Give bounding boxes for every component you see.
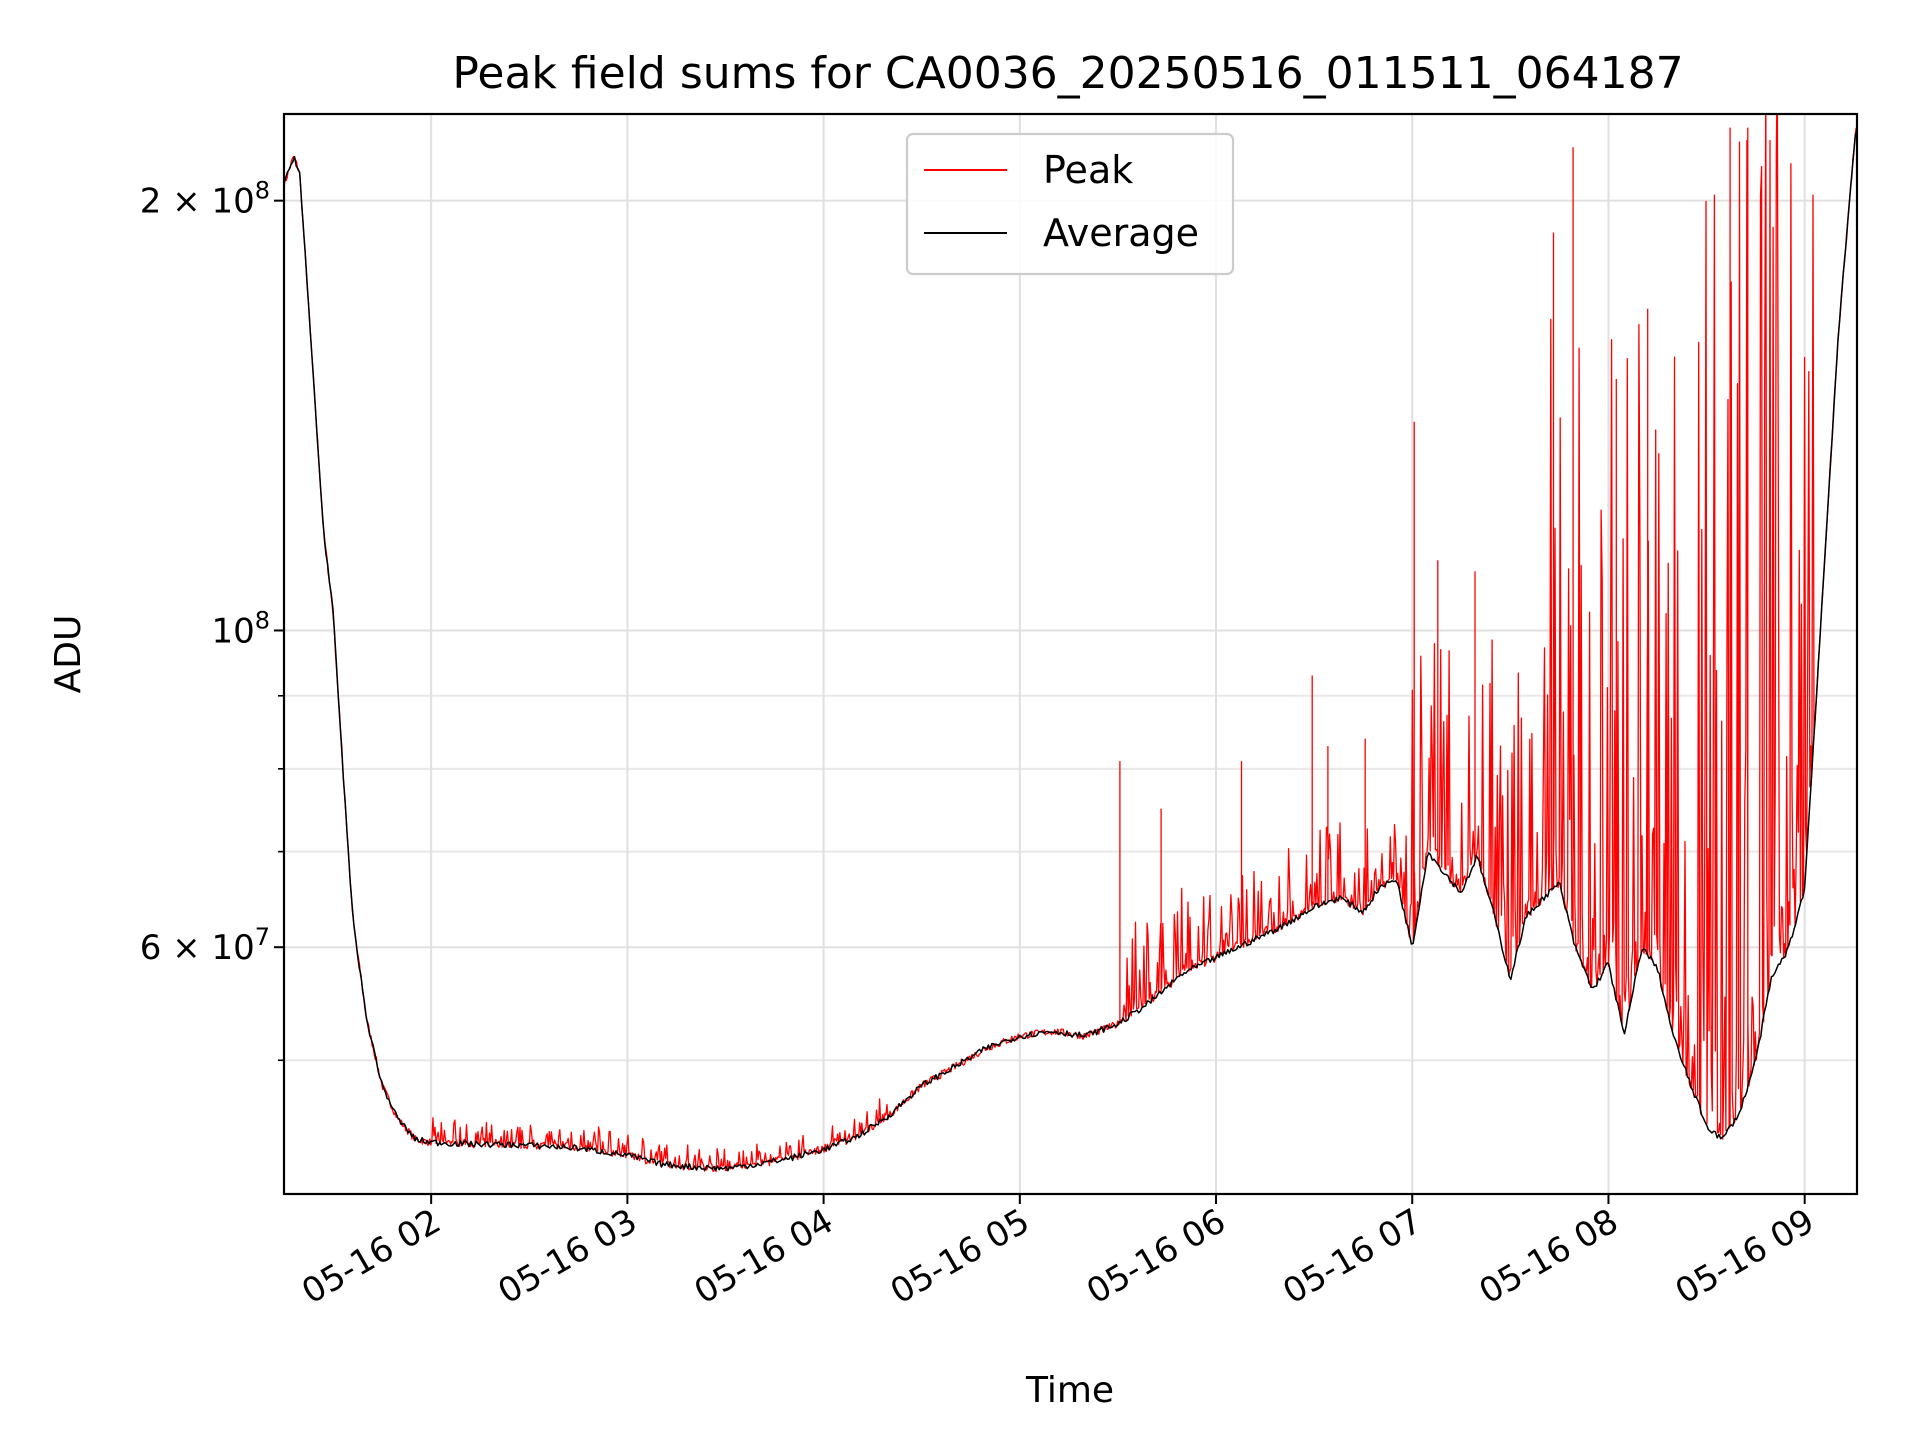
series-group (284, 114, 1857, 1173)
x-tick-label: 05-16 08 (1473, 1201, 1625, 1312)
legend: Peak Average (905, 132, 1235, 276)
y-axis-label: ADU (48, 615, 89, 694)
y-tick-label: 2 × 108 (140, 177, 270, 222)
y-tick-label: 108 (211, 606, 270, 651)
legend-label-average: Average (1043, 211, 1199, 255)
y-axis-ticks: 108 2 × 108 6 × 107 (140, 177, 284, 1062)
x-tick-label: 05-16 07 (1276, 1201, 1428, 1312)
series-line-peak (284, 114, 1857, 1173)
plot-frame (282, 112, 1859, 1196)
x-tick-label: 05-16 03 (491, 1201, 643, 1312)
x-axis-label: Time (1025, 1370, 1114, 1411)
x-tick-label: 05-16 04 (688, 1201, 840, 1312)
y-tick-label: 6 × 107 (140, 923, 270, 968)
x-tick-label: 05-16 05 (884, 1201, 1036, 1312)
series-line-average (284, 130, 1857, 1172)
x-axis-ticks: 05-16 02 05-16 03 05-16 04 05-16 05 05-16 06… (295, 1194, 1821, 1312)
legend-label-peak: Peak (1043, 148, 1133, 192)
chart-title: Peak field sums for CA0036_20250516_0115… (452, 48, 1683, 99)
x-tick-label: 05-16 02 (295, 1201, 447, 1312)
x-tick-label: 05-16 06 (1080, 1201, 1232, 1312)
grid-lines (284, 114, 1857, 1194)
x-tick-label: 05-16 09 (1669, 1201, 1821, 1312)
